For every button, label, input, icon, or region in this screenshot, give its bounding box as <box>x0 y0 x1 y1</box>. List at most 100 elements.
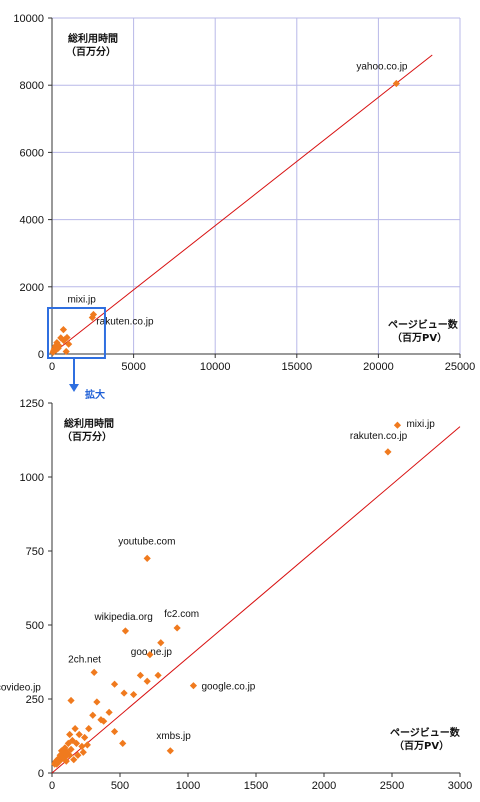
data-point <box>136 671 144 679</box>
data-point <box>51 760 59 768</box>
data-point <box>74 751 82 759</box>
y-axis-label: 総利用時間 <box>64 417 114 430</box>
y-tick-label: 250 <box>26 694 44 706</box>
data-point <box>62 757 70 765</box>
data-point <box>119 739 127 747</box>
data-point <box>89 711 97 719</box>
data-point <box>93 698 101 706</box>
x-axis-label: ページビュー数 <box>388 318 459 331</box>
data-point <box>83 741 91 749</box>
trend-line <box>51 54 433 355</box>
data-point <box>154 671 162 679</box>
y-tick-label: 750 <box>26 546 44 558</box>
point-label: fc2.com <box>164 609 199 620</box>
data-point <box>146 651 154 659</box>
chart-zoomed: 0 250 500 750 1000 1250 0 500 1000 1500 2000 2500 30… <box>0 398 472 792</box>
data-point <box>88 313 96 322</box>
x-axis-label: （百万PV） <box>392 331 447 344</box>
data-point <box>56 751 64 759</box>
point-label: youtube.com <box>118 536 175 547</box>
data-point <box>70 756 78 764</box>
data-point <box>110 680 119 688</box>
y-tick-label: 8000 <box>20 80 44 92</box>
point-label: 2ch.net <box>68 654 101 665</box>
data-point <box>79 748 87 756</box>
data-point <box>66 730 74 739</box>
data-point <box>393 421 402 429</box>
data-point <box>65 340 73 348</box>
data-point <box>81 733 89 742</box>
x-tick-label: 2500 <box>380 780 404 792</box>
x-tick-label: 1500 <box>244 780 268 792</box>
x-tick-label: 0 <box>49 361 55 373</box>
point-label: google.co.jp <box>201 682 255 693</box>
data-point <box>59 326 68 334</box>
y-tick-label: 1250 <box>20 398 44 410</box>
zoom-arrow-icon <box>69 384 79 392</box>
y-axis-label: 総利用時間 <box>68 32 118 45</box>
point-label: rakuten.co.jp <box>96 317 154 328</box>
x-tick-label: 5000 <box>121 361 145 373</box>
point-label: rakuten.co.jp <box>350 431 408 442</box>
data-point <box>384 448 392 456</box>
data-point <box>72 739 81 747</box>
x-tick-label: 25000 <box>445 361 476 373</box>
trend-line <box>51 426 461 774</box>
zoom-label: 拡大 <box>85 388 105 401</box>
data-point <box>71 725 79 733</box>
data-point <box>121 627 130 635</box>
y-tick-label: 0 <box>38 349 44 361</box>
y-tick-label: 500 <box>26 620 44 632</box>
y-tick-label: 4000 <box>20 215 44 227</box>
point-label: yahoo.co.jp <box>356 62 408 73</box>
x-axis-label: ページビュー数 <box>390 726 461 739</box>
x-tick-label: 15000 <box>282 361 313 373</box>
data-point <box>105 708 113 716</box>
point-label: goo.ne.jp <box>131 647 173 658</box>
data-point <box>75 730 83 739</box>
x-tick-label: 20000 <box>363 361 394 373</box>
data-point <box>189 682 198 690</box>
chart-overview: 0 2000 4000 6000 8000 10000 0 5000 10000 15000 200… <box>13 13 475 373</box>
y-axis-label: （百万分） <box>66 45 116 58</box>
x-tick-label: 0 <box>49 780 55 792</box>
data-point <box>130 690 138 699</box>
data-point <box>143 677 151 685</box>
y-tick-label: 10000 <box>13 13 44 25</box>
x-tick-label: 10000 <box>200 361 231 373</box>
point-label: mixi.jp <box>67 295 96 306</box>
data-point <box>89 310 98 319</box>
zoom-region-box <box>47 307 106 359</box>
data-point <box>120 689 128 697</box>
data-point <box>62 347 70 356</box>
data-point <box>54 344 62 352</box>
data-point <box>173 624 181 632</box>
data-point <box>67 696 75 705</box>
data-point <box>392 79 400 88</box>
point-label: mixi.jp <box>406 419 435 430</box>
data-point <box>85 725 93 733</box>
x-tick-label: 2000 <box>312 780 336 792</box>
point-label: nicovideo.jp <box>0 682 41 693</box>
data-point <box>78 742 86 750</box>
y-tick-label: 2000 <box>20 282 44 294</box>
x-tick-label: 500 <box>111 780 129 792</box>
data-point <box>60 336 68 345</box>
y-axis-label: （百万分） <box>62 430 112 443</box>
data-point <box>166 747 174 755</box>
point-label: xmbs.jp <box>156 731 191 742</box>
x-tick-label: 1000 <box>176 780 200 792</box>
y-tick-label: 0 <box>38 768 44 780</box>
y-tick-label: 6000 <box>20 147 44 159</box>
data-point <box>53 338 61 347</box>
x-tick-label: 3000 <box>448 780 472 792</box>
data-point <box>97 716 105 724</box>
zoom-indicator: 拡大 <box>47 307 106 401</box>
data-point <box>64 739 72 747</box>
data-point <box>157 639 165 647</box>
data-point <box>100 717 108 725</box>
data-point <box>90 668 98 676</box>
y-tick-label: 1000 <box>20 472 44 484</box>
point-label: wikipedia.org <box>93 612 152 623</box>
